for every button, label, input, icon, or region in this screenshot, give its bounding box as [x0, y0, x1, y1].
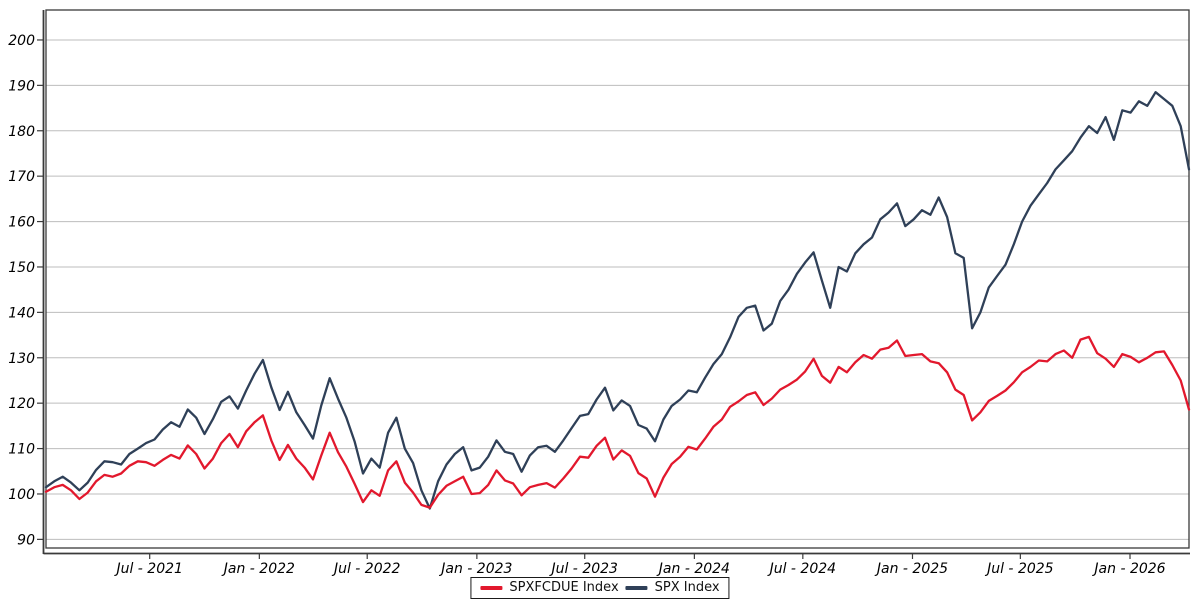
x-axis: Jul - 2021 Jan - 2022 Jul - 2022 Jan - 2023…	[113, 553, 1166, 577]
legend-label-spxfcdue: SPXFCDUE Index	[509, 580, 619, 595]
series-line-spx	[44, 91, 1191, 510]
y-tick-label: 160	[8, 215, 35, 231]
legend-line-spx-icon	[625, 585, 648, 590]
y-tick-label: 190	[8, 78, 35, 94]
x-tick-label: Jan - 2026	[1091, 561, 1165, 577]
y-tick-label: 120	[8, 396, 35, 412]
legend-line-spxfcdue-icon	[480, 585, 503, 590]
x-tick-label: Jul - 2022	[331, 561, 401, 577]
x-tick-label: Jul - 2024	[767, 561, 836, 577]
plot-frame	[45, 9, 1190, 549]
x-tick-label: Jan - 2023	[438, 561, 512, 577]
y-tick-label: 100	[8, 487, 35, 503]
series-line-spxfcdue	[44, 335, 1191, 509]
x-tick-label: Jul - 2021	[113, 561, 182, 577]
legend: SPXFCDUE Index SPX Index	[470, 577, 730, 599]
y-tick-label: 90	[17, 532, 35, 548]
y-axis: 90 100 110 120 130 140 150 160 170 180 190 200	[8, 33, 44, 548]
x-tick-label: Jan - 2024	[656, 561, 730, 577]
y-gridlines	[46, 39, 1189, 540]
y-tick-label: 200	[8, 33, 35, 49]
x-tick-label: Jan - 2025	[874, 561, 948, 577]
y-tick-label: 130	[8, 351, 35, 367]
y-tick-label: 110	[8, 442, 35, 458]
y-tick-label: 140	[8, 305, 35, 321]
y-tick-label: 170	[8, 169, 35, 185]
x-tick-label: Jul - 2025	[984, 561, 1054, 577]
x-tick-label: Jul - 2023	[548, 561, 617, 577]
y-tick-label: 150	[8, 260, 35, 276]
y-tick-label: 180	[8, 124, 35, 140]
legend-label-spx: SPX Index	[654, 580, 720, 595]
x-tick-label: Jan - 2022	[221, 561, 295, 577]
